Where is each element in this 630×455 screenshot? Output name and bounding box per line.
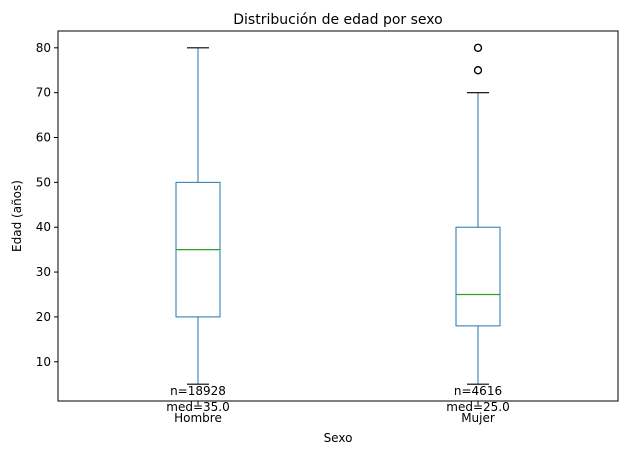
- y-tick-label: 30: [36, 265, 51, 279]
- y-tick-label: 10: [36, 355, 51, 369]
- y-axis-label: Edad (años): [10, 180, 24, 252]
- y-tick-label: 80: [36, 41, 51, 55]
- outlier-point: [473, 66, 483, 75]
- y-axis: 10 20 30 40 50 60 70 80: [36, 41, 58, 369]
- x-axis: Hombre Mujer: [174, 401, 495, 425]
- annotation-count: n=4616: [454, 384, 502, 398]
- y-tick-label: 50: [36, 175, 51, 189]
- box-mujer: [455, 43, 501, 385]
- y-tick-label: 20: [36, 310, 51, 324]
- y-tick-label: 40: [36, 220, 51, 234]
- box-hombre: [175, 47, 221, 385]
- chart-title: Distribución de edad por sexo: [233, 12, 442, 28]
- y-tick-label: 70: [36, 86, 51, 100]
- annotation-count: n=18928: [170, 384, 226, 398]
- boxes: [175, 43, 501, 385]
- x-tick-label: Hombre: [174, 411, 222, 425]
- x-axis-label: Sexo: [324, 431, 353, 445]
- x-tick-label: Mujer: [461, 411, 495, 425]
- y-tick-label: 60: [36, 131, 51, 145]
- annotation-median: med=35.0: [166, 400, 229, 414]
- plot-frame: [57, 30, 619, 402]
- box-iqr: [455, 226, 501, 327]
- outlier-point: [473, 43, 483, 52]
- box-annotations: n=18928 med=35.0 n=4616 med=25.0: [166, 384, 509, 414]
- annotation-median: med=25.0: [446, 400, 509, 414]
